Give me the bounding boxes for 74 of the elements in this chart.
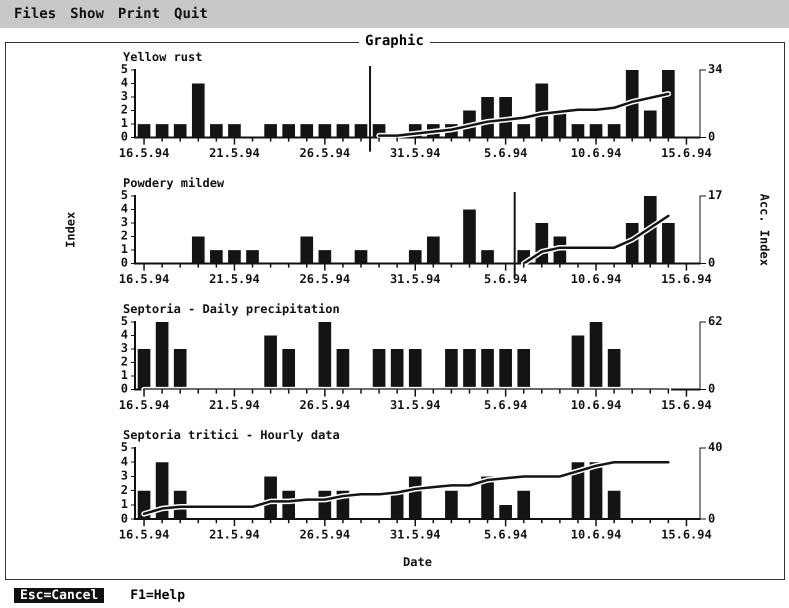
y-tick-label: 4 bbox=[120, 328, 128, 342]
x-tick-label: 10.6.94 bbox=[570, 528, 622, 542]
text: Print bbox=[118, 6, 160, 22]
text: Graphic bbox=[358, 33, 430, 49]
x-tick-label: 5.6.94 bbox=[484, 146, 528, 160]
y2-tick-label: 0 bbox=[708, 382, 716, 396]
y2-tick-label: 0 bbox=[708, 511, 716, 526]
y-tick-label: 5 bbox=[120, 188, 128, 202]
y-tick-label: 1 bbox=[120, 116, 128, 130]
x-tick-label: 16.5.94 bbox=[118, 272, 170, 286]
x-tick-label: 5.6.94 bbox=[484, 528, 528, 542]
y2-tick-label: 62 bbox=[708, 314, 722, 328]
y-tick-label: 4 bbox=[120, 202, 128, 216]
y2-tick-label: 34 bbox=[708, 62, 722, 76]
chart-title: Yellow rust bbox=[123, 50, 202, 64]
y-tick-label: 0 bbox=[120, 511, 128, 526]
x-tick-label: 21.5.94 bbox=[209, 528, 260, 542]
x-tick-label: 16.5.94 bbox=[118, 146, 170, 160]
y-tick-label: 0 bbox=[120, 382, 128, 396]
y-tick-label: 5 bbox=[120, 440, 128, 454]
y-tick-label: 0 bbox=[120, 256, 128, 270]
y-axis-title: Index bbox=[63, 212, 78, 248]
x-tick-label: 16.5.94 bbox=[118, 528, 170, 542]
y-tick-label: 0 bbox=[120, 130, 128, 144]
x-tick-label: 31.5.94 bbox=[390, 146, 441, 160]
y-tick-label: 5 bbox=[120, 62, 128, 76]
x-tick-label: 31.5.94 bbox=[390, 528, 441, 542]
y-tick-label: 2 bbox=[120, 354, 128, 369]
text: Files bbox=[14, 6, 56, 22]
x-tick-label: 21.5.94 bbox=[209, 398, 260, 412]
y2-tick-label: 0 bbox=[708, 256, 716, 270]
x-tick-label: 21.5.94 bbox=[209, 272, 260, 286]
y2-axis-title: Acc. Index bbox=[758, 194, 772, 266]
x-tick-label: 10.6.94 bbox=[570, 146, 622, 160]
y-tick-label: 3 bbox=[120, 89, 128, 104]
x-tick-label: 15.6.94 bbox=[661, 272, 712, 286]
x-tick-label: 26.5.94 bbox=[300, 398, 350, 412]
y2-tick-label: 17 bbox=[708, 188, 722, 202]
x-tick-label: 26.5.94 bbox=[300, 272, 350, 286]
chart-title: Septoria - Daily precipitation bbox=[123, 302, 340, 316]
y-tick-label: 2 bbox=[120, 228, 128, 243]
y-tick-label: 2 bbox=[120, 482, 128, 497]
x-tick-label: 5.6.94 bbox=[484, 272, 528, 286]
y-tick-label: 1 bbox=[120, 368, 128, 382]
x-tick-label: 10.6.94 bbox=[570, 398, 622, 412]
y-tick-label: 4 bbox=[120, 454, 128, 468]
y-tick-label: 2 bbox=[120, 102, 128, 117]
x-tick-label: 5.6.94 bbox=[484, 398, 528, 412]
y-tick-label: 1 bbox=[120, 242, 128, 256]
y-tick-label: 5 bbox=[120, 314, 128, 328]
x-tick-label: 15.6.94 bbox=[661, 146, 712, 160]
x-tick-label: 15.6.94 bbox=[661, 398, 712, 412]
y2-tick-label: 40 bbox=[708, 440, 722, 454]
x-tick-label: 15.6.94 bbox=[661, 528, 712, 542]
text: Show bbox=[70, 6, 104, 22]
y-tick-label: 1 bbox=[120, 497, 128, 512]
x-axis-title: Date bbox=[403, 554, 432, 569]
x-tick-label: 26.5.94 bbox=[300, 146, 350, 160]
x-tick-label: 21.5.94 bbox=[209, 146, 260, 160]
x-tick-label: 26.5.94 bbox=[300, 528, 350, 542]
y-tick-label: 3 bbox=[120, 341, 128, 356]
y-tick-label: 4 bbox=[120, 76, 128, 90]
y-tick-label: 3 bbox=[120, 215, 128, 230]
text: F1=Help bbox=[130, 588, 186, 603]
y-tick-label: 3 bbox=[120, 468, 128, 483]
x-tick-label: 10.6.94 bbox=[570, 272, 622, 286]
y2-tick-label: 0 bbox=[708, 130, 716, 144]
text: Quit bbox=[174, 6, 208, 22]
text: Esc=Cancel bbox=[14, 588, 104, 603]
x-tick-label: 31.5.94 bbox=[390, 398, 441, 412]
x-tick-label: 31.5.94 bbox=[390, 272, 441, 286]
chart-title: Powdery mildew bbox=[123, 176, 225, 190]
chart-title: Septoria tritici - Hourly data bbox=[123, 428, 340, 442]
x-tick-label: 16.5.94 bbox=[118, 398, 170, 412]
